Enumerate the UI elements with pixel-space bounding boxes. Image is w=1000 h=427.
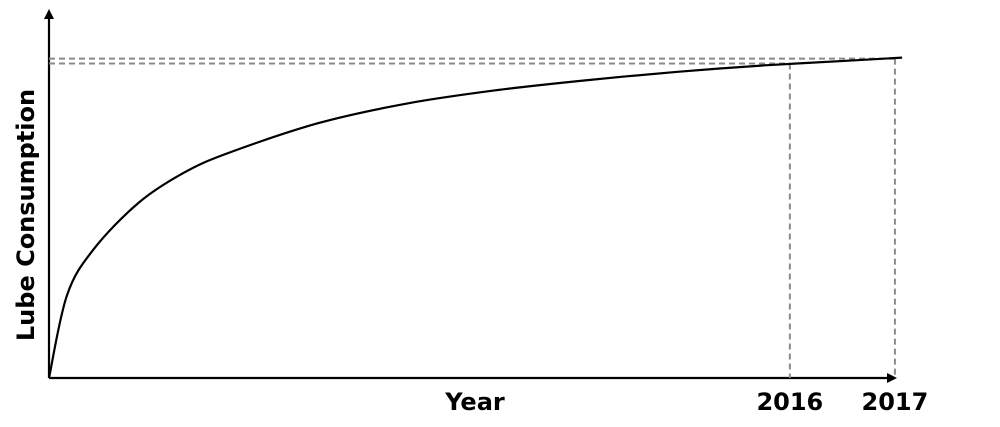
x-tick-labels: 2016 2017 [756, 388, 928, 416]
consumption-curve [47, 56, 903, 379]
y-axis-label: Lube Consumption [12, 89, 40, 341]
reference-guides [49, 57, 896, 378]
x-tick-label: 2016 [756, 388, 823, 416]
x-axis-label: Year [444, 388, 505, 416]
x-tick-label: 2017 [862, 388, 929, 416]
